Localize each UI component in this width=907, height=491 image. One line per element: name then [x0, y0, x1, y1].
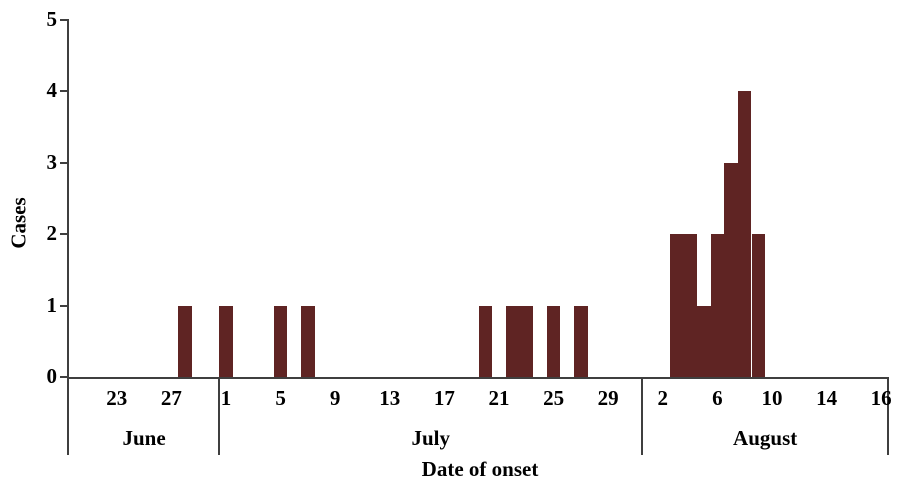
- y-tick-label: 5: [46, 7, 58, 32]
- bar-july-1: [219, 305, 233, 377]
- x-tick-label: 29: [597, 386, 619, 410]
- axis-end-line: [887, 377, 889, 455]
- bar-august-9: [751, 234, 766, 377]
- x-tick-label: 5: [275, 386, 286, 410]
- x-tick-label: 10: [761, 386, 783, 410]
- bar-july-5: [273, 305, 288, 377]
- y-tick-label: 3: [46, 149, 58, 174]
- bar-july-23: [519, 305, 534, 377]
- x-tick-label: 14: [816, 386, 838, 410]
- x-tick-label: 21: [488, 386, 510, 410]
- y-tick-mark: [60, 376, 67, 378]
- bar-july-20: [478, 305, 493, 377]
- bar-june-28: [178, 305, 192, 377]
- bar-august-3: [669, 234, 684, 377]
- month-label-june: June: [122, 426, 166, 450]
- x-tick-label: 23: [106, 386, 128, 410]
- y-axis-line: [67, 19, 69, 455]
- month-label-july: July: [411, 426, 450, 450]
- bar-august-5: [696, 305, 711, 377]
- y-tick-mark: [60, 233, 67, 236]
- y-tick-label: 0: [46, 364, 58, 389]
- x-axis-title: Date of onset: [421, 457, 539, 481]
- bar-july-22: [505, 305, 520, 377]
- y-tick-mark: [60, 161, 67, 164]
- month-divider-line: [641, 377, 643, 455]
- bar-july-7: [301, 305, 315, 377]
- y-tick-label: 2: [46, 221, 58, 246]
- y-tick-mark: [60, 90, 67, 93]
- x-axis-line: [67, 377, 888, 379]
- y-tick-mark: [60, 19, 67, 21]
- x-tick-label: 17: [433, 386, 455, 410]
- bar-july-25: [546, 305, 561, 377]
- y-tick-mark: [60, 304, 67, 307]
- x-tick-label: 27: [160, 386, 182, 410]
- bar-august-4: [683, 234, 697, 377]
- x-tick-label: 25: [543, 386, 565, 410]
- x-tick-label: 2: [657, 386, 669, 410]
- x-tick-label: 6: [712, 386, 723, 410]
- x-tick-label: 13: [379, 386, 401, 410]
- month-divider-line: [218, 377, 220, 455]
- y-tick-label: 1: [46, 292, 58, 317]
- y-tick-label: 4: [46, 78, 58, 103]
- month-label-august: August: [733, 426, 798, 450]
- bar-august-6: [710, 234, 725, 377]
- x-tick-label: 9: [329, 386, 341, 410]
- x-tick-label: 16: [870, 386, 892, 410]
- bar-july-27: [574, 305, 588, 377]
- bar-august-8: [737, 91, 752, 377]
- x-tick-label: 1: [220, 386, 232, 410]
- bar-august-7: [724, 162, 738, 377]
